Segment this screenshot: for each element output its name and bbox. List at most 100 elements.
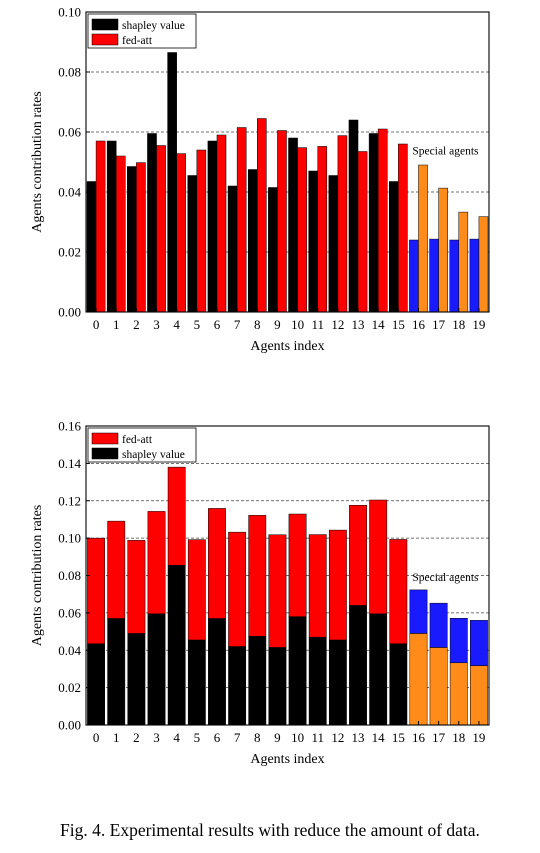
bar-fedatt-14 xyxy=(377,128,388,313)
x-tick-label: 15 xyxy=(392,730,405,745)
y-tick-label: 0.12 xyxy=(58,493,81,508)
legend-label: fed-att xyxy=(122,35,153,47)
bar-shapley-5 xyxy=(187,175,198,313)
bar-fedatt-12 xyxy=(328,529,347,641)
y-tick-label: 0.00 xyxy=(58,305,81,320)
bar-fedatt-3 xyxy=(147,511,166,615)
bar-fedatt-5 xyxy=(187,539,206,641)
bar-fedatt-5 xyxy=(196,149,207,313)
bar-shapley-9 xyxy=(268,187,278,313)
bar-shapley-0 xyxy=(86,181,97,313)
bar-fedatt-8 xyxy=(257,118,267,313)
bar-shapley-6 xyxy=(207,140,218,313)
bar-fedatt-2 xyxy=(136,162,146,313)
bar-fedatt-6 xyxy=(208,508,226,619)
bar-shapley-1 xyxy=(107,618,126,726)
bar-fedatt-11 xyxy=(317,146,328,313)
bar-shapley-3 xyxy=(147,613,166,726)
x-tick-label: 6 xyxy=(214,317,221,332)
x-tick-label: 0 xyxy=(93,317,100,332)
bar-fedatt-6 xyxy=(216,134,227,313)
x-tick-label: 14 xyxy=(372,317,386,332)
y-tick-label: 0.06 xyxy=(58,125,81,140)
bar-shapley-18 xyxy=(449,662,468,726)
x-tick-label: 17 xyxy=(432,317,446,332)
bar-fedatt-10 xyxy=(288,513,307,617)
bar-fedatt-19 xyxy=(470,620,488,666)
bar-fedatt-9 xyxy=(277,130,287,313)
x-tick-label: 0 xyxy=(93,730,100,745)
bar-shapley-14 xyxy=(369,613,388,726)
bar-fedatt-12 xyxy=(337,135,348,313)
bar-fedatt-8 xyxy=(248,515,267,637)
x-tick-label: 6 xyxy=(214,730,221,745)
bar-fedatt-0 xyxy=(87,537,105,644)
bar-fedatt-1 xyxy=(115,155,126,313)
x-tick-label: 1 xyxy=(113,317,120,332)
y-tick-label: 0.00 xyxy=(58,718,81,733)
y-axis-title: Agents contribution rates xyxy=(30,91,45,233)
x-tick-label: 4 xyxy=(173,317,180,332)
bar-shapley-7 xyxy=(227,185,238,313)
bar-fedatt-9 xyxy=(268,534,287,648)
x-tick-label: 17 xyxy=(432,730,446,745)
y-tick-label: 0.04 xyxy=(58,643,81,658)
bar-shapley-8 xyxy=(248,635,267,726)
bar-shapley-13 xyxy=(349,605,367,726)
x-tick-label: 5 xyxy=(194,317,201,332)
figure-caption: Fig. 4. Experimental results with reduce… xyxy=(60,820,480,840)
x-tick-label: 16 xyxy=(412,730,426,745)
bar-shapley-2 xyxy=(127,633,146,726)
y-tick-label: 0.08 xyxy=(58,568,81,583)
bar-shapley-4 xyxy=(167,564,186,726)
bar-shapley-15 xyxy=(389,643,408,726)
bar-shapley-19 xyxy=(469,238,480,313)
x-tick-label: 18 xyxy=(452,317,465,332)
bar-fedatt-18 xyxy=(449,618,468,664)
bar-fedatt-16 xyxy=(409,589,428,634)
bar-fedatt-13 xyxy=(349,504,367,606)
bar-fedatt-4 xyxy=(167,466,186,566)
bar-fedatt-15 xyxy=(389,539,408,644)
bar-shapley-9 xyxy=(268,647,287,726)
x-axis-title: Agents index xyxy=(250,752,324,767)
bar-shapley-12 xyxy=(328,175,339,313)
x-tick-label: 10 xyxy=(291,317,304,332)
bar-shapley-6 xyxy=(208,618,226,726)
bar-shapley-16 xyxy=(409,633,428,726)
legend-swatch xyxy=(91,33,119,46)
x-tick-label: 1 xyxy=(113,730,120,745)
chart-grouped-contribution: 0.000.020.040.060.080.100 1 2 3 4 5 6 7 8 9 10 11 12… xyxy=(30,5,490,354)
bar-fedatt-13 xyxy=(357,151,368,313)
plot-frame xyxy=(85,11,490,313)
bar-shapley-0 xyxy=(87,643,105,726)
x-tick-label: 11 xyxy=(311,317,324,332)
x-tick-label: 8 xyxy=(254,730,261,745)
y-tick-label: 0.02 xyxy=(58,680,81,695)
bar-fedatt-2 xyxy=(127,540,146,634)
bar-shapley-16 xyxy=(409,239,419,313)
x-axis-title: Agents index xyxy=(250,339,324,354)
x-tick-label: 3 xyxy=(153,317,160,332)
bar-shapley-2 xyxy=(127,166,137,313)
bar-shapley-11 xyxy=(308,170,318,313)
bar-fedatt-1 xyxy=(107,520,126,619)
bar-fedatt-16 xyxy=(418,164,428,313)
x-tick-label: 13 xyxy=(352,317,365,332)
bar-fedatt-4 xyxy=(176,153,186,313)
legend-label: shapley value xyxy=(122,20,185,32)
bar-shapley-17 xyxy=(429,647,448,726)
bar-shapley-12 xyxy=(328,639,347,726)
x-tick-label: 19 xyxy=(472,730,485,745)
x-tick-label: 16 xyxy=(412,317,426,332)
bar-fedatt-3 xyxy=(156,145,166,313)
bar-shapley-14 xyxy=(368,133,379,313)
chart-stacked-contribution: 0.000.020.040.060.080.100.120.140.160 1 2 3… xyxy=(30,419,490,767)
bar-fedatt-10 xyxy=(297,147,307,313)
bar-fedatt-19 xyxy=(478,216,489,313)
legend-swatch xyxy=(91,447,119,460)
bar-shapley-4 xyxy=(167,52,177,313)
bar-shapley-3 xyxy=(147,133,157,313)
special-agents-annotation: Special agents xyxy=(412,146,479,158)
bar-shapley-13 xyxy=(348,119,359,313)
